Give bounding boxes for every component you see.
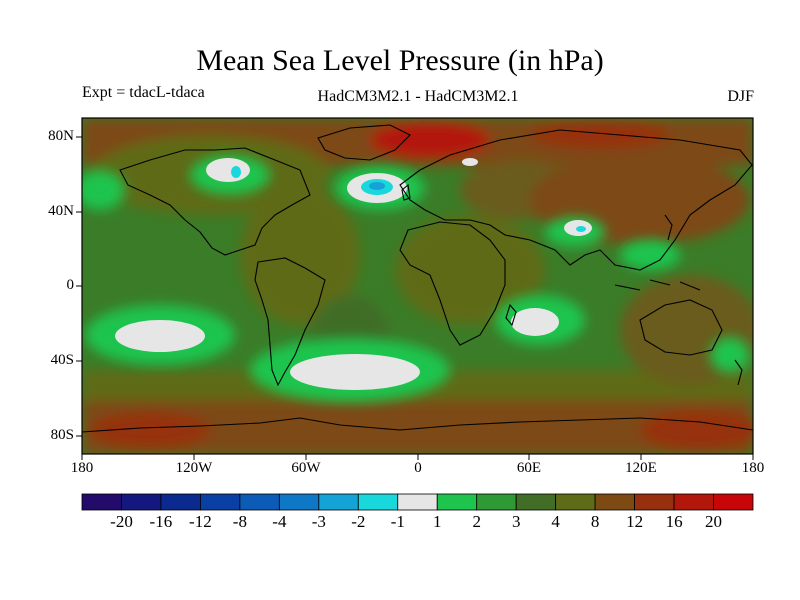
colorbar-cell bbox=[673, 493, 714, 511]
colorbar-cell bbox=[357, 493, 399, 511]
lon-label: 0 bbox=[414, 460, 422, 476]
colorbar-cell bbox=[278, 493, 320, 511]
colorbar-cell bbox=[634, 493, 675, 511]
colorbar-label: -20 bbox=[110, 512, 133, 531]
colorbar-cell bbox=[713, 493, 754, 511]
colorbar-label: -16 bbox=[149, 512, 173, 531]
colorbar-label: 3 bbox=[511, 512, 521, 531]
lon-label: 120W bbox=[175, 460, 213, 476]
colorbar-label: 2 bbox=[472, 512, 481, 531]
colorbar-label: -3 bbox=[311, 512, 326, 531]
colorbar-cell bbox=[200, 493, 241, 511]
lon-label: 60W bbox=[291, 460, 321, 476]
colorbar-cell bbox=[476, 493, 517, 511]
lon-label: 180 bbox=[741, 460, 765, 476]
colorbar-cell bbox=[318, 493, 359, 511]
colorbar-label: 20 bbox=[705, 512, 722, 531]
colorbar-label: 12 bbox=[626, 512, 644, 531]
pressure-field bbox=[82, 118, 753, 454]
colorbar-cell bbox=[81, 493, 122, 511]
colorbar-cell bbox=[515, 493, 557, 511]
colorbar-label: -2 bbox=[351, 512, 366, 531]
colorbar-label: 8 bbox=[590, 512, 600, 531]
colorbar-label: 16 bbox=[665, 512, 683, 531]
colorbar-cell bbox=[436, 493, 478, 511]
models-label: HadCM3M2.1 - HadCM3M2.1 bbox=[317, 88, 519, 105]
colorbar-cell bbox=[594, 493, 635, 511]
colorbar-cell bbox=[397, 493, 438, 511]
season-label: DJF bbox=[727, 88, 754, 105]
colorbar-cell bbox=[239, 493, 280, 511]
lon-label: 60E bbox=[516, 460, 542, 476]
colorbar-cell bbox=[121, 493, 162, 511]
field-bands bbox=[82, 118, 753, 454]
experiment-label: Expt = tdacL-tdaca bbox=[82, 84, 205, 101]
colorbar-cell bbox=[160, 493, 201, 511]
lat-label: 40S bbox=[50, 352, 74, 368]
colorbar bbox=[81, 493, 754, 511]
colorbar-label: -4 bbox=[272, 512, 287, 531]
lon-label: 180 bbox=[70, 460, 94, 476]
axis-ticks bbox=[76, 136, 754, 460]
chart-title: Mean Sea Level Pressure (in hPa) bbox=[196, 44, 604, 77]
field-cyan bbox=[231, 166, 586, 232]
coastlines bbox=[82, 124, 753, 433]
lat-label: 80N bbox=[48, 128, 74, 144]
colorbar-label: 4 bbox=[551, 512, 560, 531]
colorbar-label: -12 bbox=[189, 512, 212, 531]
lat-label: 40N bbox=[48, 203, 74, 219]
colorbar-cell bbox=[555, 493, 596, 511]
colorbar-label: 1 bbox=[432, 512, 442, 531]
colorbar-label: -1 bbox=[390, 512, 405, 531]
field-white bbox=[115, 158, 592, 390]
colorbar-label: -8 bbox=[232, 512, 247, 531]
lon-label: 120E bbox=[625, 460, 657, 476]
lat-label: 0 bbox=[66, 277, 75, 293]
lat-label: 80S bbox=[50, 427, 74, 443]
